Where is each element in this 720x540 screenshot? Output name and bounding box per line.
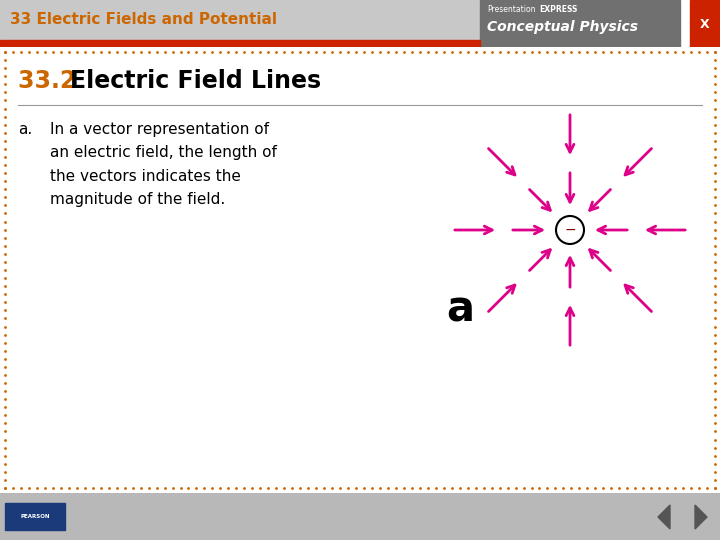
Text: 33 Electric Fields and Potential: 33 Electric Fields and Potential	[10, 11, 277, 26]
Text: a: a	[446, 289, 474, 331]
Polygon shape	[695, 505, 707, 529]
Text: X: X	[700, 17, 710, 30]
Polygon shape	[658, 505, 670, 529]
Text: EXPRESS: EXPRESS	[539, 4, 577, 14]
Text: Presentation: Presentation	[487, 4, 536, 14]
Bar	[5, 503, 65, 530]
Text: Electric Field Lines: Electric Field Lines	[70, 69, 321, 93]
Text: a.: a.	[18, 122, 32, 137]
Bar	[480, 0, 680, 47]
Text: 33.2: 33.2	[18, 69, 84, 93]
Text: In a vector representation of
an electric field, the length of
the vectors indic: In a vector representation of an electri…	[50, 122, 277, 207]
Text: PEARSON: PEARSON	[20, 515, 50, 519]
Text: Conceptual Physics: Conceptual Physics	[487, 20, 638, 34]
Bar	[0, 0, 480, 47]
Bar	[690, 0, 720, 47]
Circle shape	[556, 216, 584, 244]
Bar	[0, 40, 480, 47]
Text: −: −	[564, 223, 576, 237]
